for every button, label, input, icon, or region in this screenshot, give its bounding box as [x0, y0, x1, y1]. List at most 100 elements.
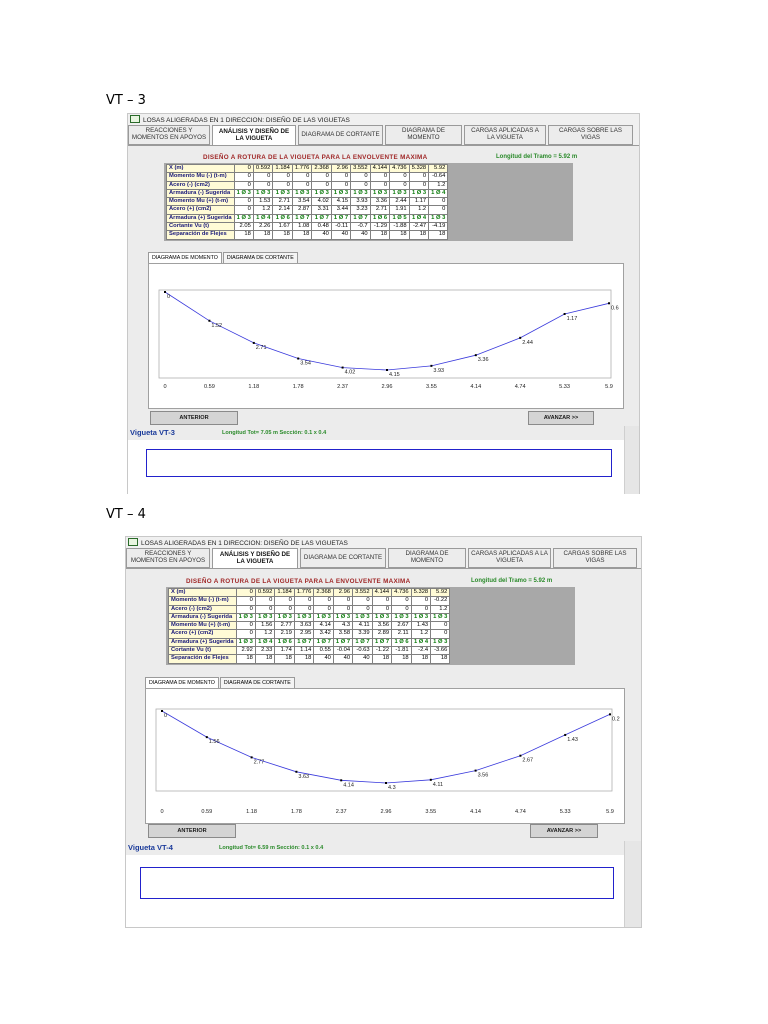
- table-cell: 1 Ø 7: [293, 637, 315, 648]
- table-cell: 0: [233, 180, 254, 190]
- x-tick-label: 4.14: [470, 809, 481, 815]
- point-label: 0: [167, 294, 170, 300]
- table-cell: 0: [428, 197, 449, 207]
- tab-analisis[interactable]: ANÁLISIS Y DISEÑO DE LA VIGUETA: [212, 548, 298, 569]
- row-header: Separación de Flejes: [166, 230, 235, 240]
- table-cell: 0.48: [311, 222, 332, 232]
- table-cell: 1.2: [408, 205, 430, 215]
- table-cell: -3.66: [430, 646, 451, 656]
- table-cell: 1 Ø 3: [274, 612, 295, 623]
- tab-bar: REACCIONES Y MOMENTOS EN APOYOS ANÁLISIS…: [128, 125, 635, 146]
- table-cell: 1 Ø 5: [389, 213, 410, 224]
- table-cell: 2.44: [389, 197, 410, 207]
- table-cell: 2.11: [391, 629, 412, 639]
- table-cell: 18: [252, 230, 274, 240]
- tab-momento[interactable]: DIAGRAMA DE MOMENTO: [388, 548, 466, 568]
- moment-diagram: 0 1.52 2.71 3.54 4.02 4.15 3.93 3.36 2.44 1.17 0.6…: [148, 263, 624, 409]
- table-cell: 4.15: [330, 197, 352, 207]
- x-tick-label: 0: [163, 384, 166, 390]
- point-label: 1.43: [567, 737, 578, 743]
- moment-point: [474, 354, 477, 357]
- point-label: 0.2: [612, 716, 620, 722]
- next-button[interactable]: AVANZAR >>: [530, 824, 598, 838]
- table-cell: 1 Ø 3: [293, 612, 315, 623]
- point-label: 4.14: [343, 782, 354, 788]
- tab-cortante[interactable]: DIAGRAMA DE CORTANTE: [300, 548, 386, 568]
- table-cell: 0: [408, 180, 430, 190]
- table-cell: -0.04: [332, 646, 354, 656]
- table-cell: -0.7: [350, 222, 371, 232]
- table-row: Momento Mu (+) (t-m) 0 1.56 2.77 3.63 4.14 4.3…: [168, 621, 451, 631]
- table-cell: 1 Ø 7: [350, 213, 371, 224]
- prev-button[interactable]: ANTERIOR: [150, 411, 238, 425]
- table-cell: 1 Ø 4: [428, 188, 449, 199]
- table-cell: 1 Ø 3: [371, 612, 393, 623]
- tab-cortante[interactable]: DIAGRAMA DE CORTANTE: [298, 125, 383, 145]
- table-cell: 3.42: [313, 629, 334, 639]
- scrollbar[interactable]: [624, 426, 639, 494]
- x-tick-label: 0.59: [204, 384, 215, 390]
- x-cell: 1.184: [274, 587, 295, 598]
- tab-reacciones[interactable]: REACCIONES Y MOMENTOS EN APOYOS: [128, 125, 210, 145]
- table-cell: 40: [350, 230, 371, 240]
- x-cell: 5.328: [410, 587, 432, 598]
- table-row: Acero (+) (cm2) 0 1.2 2.19 2.95 3.42 3.58 3.39 2…: [168, 629, 451, 639]
- moment-point: [205, 736, 208, 739]
- tab-analisis[interactable]: ANÁLISIS Y DISEÑO DE LA VIGUETA: [212, 125, 296, 146]
- x-cell: 0.592: [254, 587, 276, 598]
- table-cell: 3.36: [369, 197, 391, 207]
- table-cell: 0: [311, 172, 332, 182]
- table-cell: 1 Ø 3: [235, 612, 256, 623]
- table-cell: 1 Ø 3: [430, 637, 451, 648]
- point-label: 0: [164, 713, 167, 719]
- tab-cargas-vigueta[interactable]: CARGAS APLICADAS A LA VIGUETA: [468, 548, 551, 568]
- moment-point: [164, 291, 166, 293]
- x-cell: 5.92: [430, 587, 451, 598]
- table-cell: -1.22: [371, 646, 393, 656]
- table-cell: 18: [391, 654, 412, 664]
- row-header: Momento Mu (-) (t-m): [168, 596, 237, 606]
- table-cell: 18: [291, 230, 313, 240]
- table-cell: 3.63: [293, 621, 315, 631]
- prev-button[interactable]: ANTERIOR: [148, 824, 236, 838]
- moment-point: [563, 312, 566, 315]
- table-cell: 3.31: [311, 205, 332, 215]
- point-label: 3.63: [298, 774, 309, 780]
- table-cell: 1 Ø 7: [371, 637, 393, 648]
- table-cell: 0: [332, 596, 354, 606]
- table-cell: 3.39: [352, 629, 373, 639]
- table-cell: 0: [235, 621, 256, 631]
- table-cell: 1.43: [410, 621, 432, 631]
- table-cell: 40: [330, 230, 352, 240]
- tab-bar: REACCIONES Y MOMENTOS EN APOYOS ANÁLISIS…: [126, 548, 639, 569]
- x-tick-label: 4.74: [515, 809, 526, 815]
- table-cell: 1 Ø 3: [352, 612, 373, 623]
- table-cell: 0: [371, 604, 393, 614]
- tab-momento[interactable]: DIAGRAMA DE MOMENTO: [385, 125, 462, 145]
- tab-cargas-vigas[interactable]: CARGAS SOBRE LAS VIGAS: [548, 125, 633, 145]
- table-cell: 0: [252, 180, 274, 190]
- point-label: 1.17: [567, 316, 578, 322]
- diagram-subtabs: DIAGRAMA DE MOMENTO DIAGRAMA DE CORTANTE: [145, 677, 296, 689]
- point-label: 3.36: [478, 357, 489, 363]
- x-cell: 2.368: [313, 587, 334, 598]
- table-cell: 1 Ø 3: [252, 188, 274, 199]
- table-cell: 0: [428, 205, 449, 215]
- x-tick-label: 2.37: [337, 384, 348, 390]
- design-table: X (m) 0 0.592 1.184 1.776 2.368 2.96 3.552 4.144…: [166, 163, 449, 240]
- span-length: Longitud del Tramo = 5.92 m: [496, 154, 578, 160]
- x-tick-label: 1.18: [248, 384, 259, 390]
- table-cell: 18: [389, 230, 410, 240]
- table-cell: 18: [428, 230, 449, 240]
- tab-cargas-vigueta[interactable]: CARGAS APLICADAS A LA VIGUETA: [464, 125, 546, 145]
- tab-cargas-vigas[interactable]: CARGAS SOBRE LAS VIGAS: [553, 548, 637, 568]
- beam-section: [146, 449, 612, 477]
- table-cell: 18: [235, 654, 256, 664]
- x-cell: 3.552: [352, 587, 373, 598]
- tab-reacciones[interactable]: REACCIONES Y MOMENTOS EN APOYOS: [126, 548, 210, 568]
- table-cell: 40: [332, 654, 354, 664]
- table-cell: 18: [293, 654, 315, 664]
- scrollbar[interactable]: [624, 841, 641, 927]
- next-button[interactable]: AVANZAR >>: [528, 411, 594, 425]
- x-tick-label: 1.78: [291, 809, 302, 815]
